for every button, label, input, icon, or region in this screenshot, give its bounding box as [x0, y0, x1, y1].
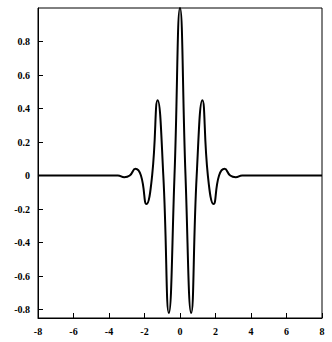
svg-text:0.2: 0.2 [18, 137, 31, 148]
svg-text:0.6: 0.6 [18, 70, 31, 81]
svg-text:-0.2: -0.2 [14, 204, 30, 215]
svg-text:4: 4 [249, 326, 254, 337]
svg-text:-8: -8 [34, 326, 42, 337]
svg-text:-0.4: -0.4 [14, 237, 30, 248]
svg-text:-6: -6 [69, 326, 77, 337]
svg-text:0.8: 0.8 [18, 36, 31, 47]
svg-text:6: 6 [284, 326, 289, 337]
svg-text:-4: -4 [105, 326, 113, 337]
svg-text:0: 0 [25, 170, 30, 181]
svg-text:2: 2 [213, 326, 218, 337]
svg-text:-0.6: -0.6 [14, 271, 30, 282]
svg-text:0.4: 0.4 [18, 103, 31, 114]
svg-text:-0.8: -0.8 [14, 304, 30, 315]
svg-text:-2: -2 [140, 326, 148, 337]
svg-text:8: 8 [320, 326, 325, 337]
svg-text:0: 0 [178, 326, 183, 337]
